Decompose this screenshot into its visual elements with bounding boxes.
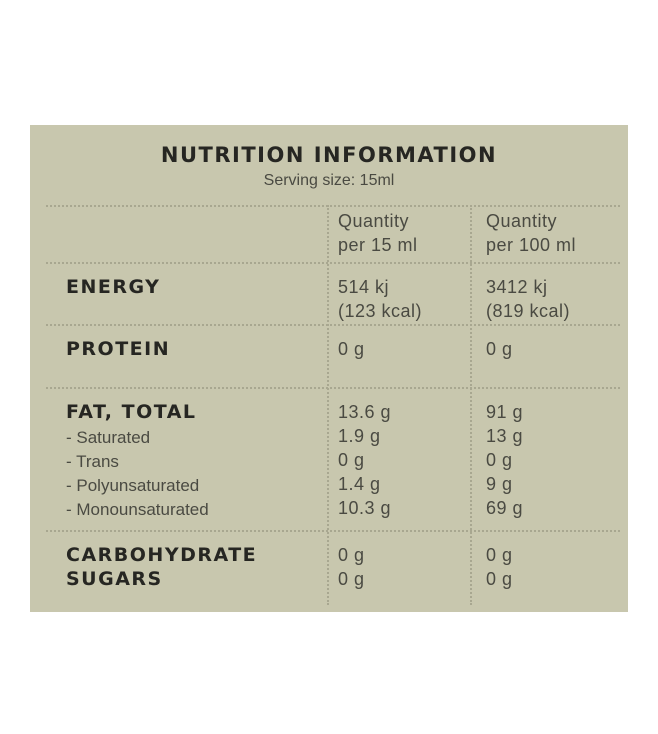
nutrient-label: SUGARS (66, 568, 163, 590)
nutrient-value: 69 g (486, 498, 524, 518)
nutrient-value: 0 g (338, 339, 365, 359)
sub-nutrient-label: - Monounsaturated (66, 500, 209, 519)
nutrient-value: 0 g (486, 569, 513, 589)
nutrition-panel: NUTRITION INFORMATION Serving size: 15ml… (30, 125, 628, 612)
nutrient-value: 0 g (486, 339, 513, 359)
column-header: Quantity (338, 211, 410, 231)
nutrient-label: CARBOHYDRATE (66, 544, 258, 566)
nutrient-value: 0 g (338, 569, 365, 589)
nutrient-label: ENERGY (66, 276, 161, 298)
nutrient-value: 1.9 g (338, 426, 381, 446)
nutrient-value: (123 kcal) (338, 301, 423, 321)
nutrient-value: 10.3 g (338, 498, 392, 518)
nutrient-value: 1.4 g (338, 474, 381, 494)
column-header: per 100 ml (486, 235, 577, 255)
row-divider (46, 262, 620, 264)
nutrient-value: (819 kcal) (486, 301, 571, 321)
serving-size: Serving size: 15ml (263, 172, 395, 189)
column-divider (470, 205, 472, 605)
nutrient-value: 13.6 g (338, 402, 392, 422)
nutrient-value: 13 g (486, 426, 524, 446)
nutrient-value: 3412 kj (486, 277, 548, 297)
row-divider (46, 205, 620, 207)
row-divider (46, 324, 620, 326)
nutrient-value: 514 kj (338, 277, 390, 297)
row-divider (46, 530, 620, 532)
nutrient-value: 0 g (486, 545, 513, 565)
sub-nutrient-label: - Trans (66, 452, 119, 471)
nutrient-value: 0 g (486, 450, 513, 470)
sub-nutrient-label: - Polyunsaturated (66, 476, 200, 495)
nutrient-value: 0 g (338, 545, 365, 565)
nutrient-label: PROTEIN (66, 338, 171, 360)
column-divider (327, 205, 329, 605)
column-header: per 15 ml (338, 235, 418, 255)
nutrient-value: 91 g (486, 402, 524, 422)
sub-nutrient-label: - Saturated (66, 428, 151, 447)
title: NUTRITION INFORMATION (160, 143, 498, 167)
nutrient-value: 9 g (486, 474, 513, 494)
column-header: Quantity (486, 211, 558, 231)
nutrient-label: FAT, TOTAL (66, 401, 197, 423)
nutrient-value: 0 g (338, 450, 365, 470)
row-divider (46, 387, 620, 389)
